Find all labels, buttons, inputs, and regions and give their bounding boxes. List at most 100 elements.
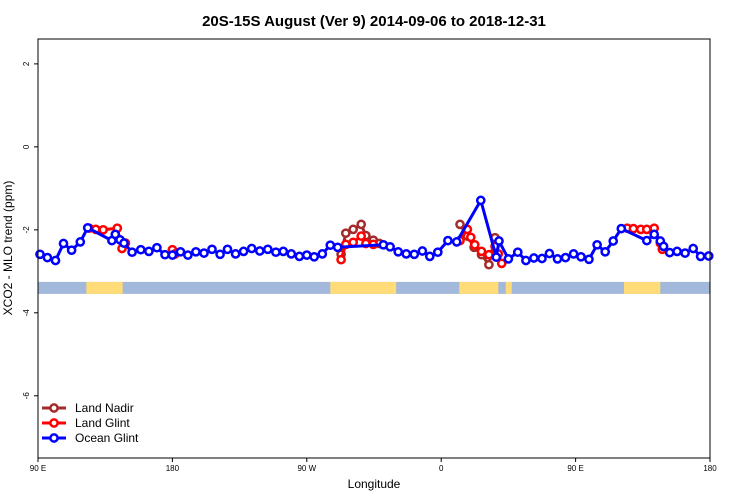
data-point	[42, 252, 53, 263]
data-point	[465, 232, 476, 243]
data-point	[584, 254, 594, 265]
data-point	[443, 235, 453, 246]
data-point	[600, 246, 611, 257]
data-point	[238, 246, 249, 257]
data-point	[451, 237, 462, 247]
data-point	[680, 248, 690, 258]
series-ocean-glint	[35, 195, 714, 266]
data-point	[348, 224, 359, 235]
data-point	[475, 195, 486, 206]
data-point	[484, 259, 494, 270]
chart-title: 20S-15S August (Ver 9) 2014-09-06 to 201…	[202, 13, 546, 30]
data-point	[616, 223, 627, 234]
data-point	[50, 255, 61, 266]
x-tick-label: 180	[703, 464, 717, 473]
x-tick-label: 90 W	[297, 464, 316, 473]
legend-swatch-marker	[49, 403, 59, 413]
data-point	[144, 246, 154, 257]
y-tick-label: 0	[22, 144, 31, 149]
legend-swatch-marker	[49, 433, 59, 443]
y-tick-label: -6	[22, 392, 31, 400]
data-point	[417, 246, 428, 256]
y-tick-label: -4	[22, 309, 31, 317]
data-point	[649, 229, 660, 240]
surface-type-band	[38, 281, 710, 294]
data-point	[484, 249, 494, 260]
data-point	[160, 249, 170, 260]
data-point	[592, 239, 602, 250]
legend-label: Land Glint	[75, 416, 130, 430]
data-point	[393, 246, 404, 257]
data-point	[222, 244, 233, 255]
data-point	[191, 246, 201, 257]
data-point	[35, 249, 45, 260]
data-point	[309, 251, 320, 262]
x-tick-label: 0	[439, 464, 444, 473]
data-point	[703, 251, 714, 261]
data-point	[317, 249, 328, 259]
data-point	[207, 244, 217, 255]
data-point	[356, 231, 367, 241]
data-point	[119, 238, 129, 248]
land-band-segment	[459, 281, 499, 294]
data-point	[695, 251, 706, 262]
data-point	[672, 246, 682, 257]
land-band-segment	[505, 281, 512, 294]
data-point	[75, 237, 86, 247]
data-point	[82, 222, 93, 233]
data-point	[432, 247, 443, 258]
x-tick-label: 90 E	[30, 464, 46, 473]
data-point	[401, 249, 412, 259]
data-point	[183, 250, 193, 260]
data-point	[664, 247, 675, 258]
data-point	[455, 219, 465, 230]
data-point	[340, 228, 351, 239]
data-point	[356, 219, 367, 230]
legend-label: Ocean Glint	[75, 431, 139, 445]
land-band-segment	[623, 281, 661, 294]
data-point	[658, 241, 669, 252]
legend-swatch-marker	[49, 418, 59, 428]
data-point	[332, 242, 343, 253]
data-point	[278, 246, 289, 257]
data-point	[325, 240, 336, 251]
land-band-segment	[86, 281, 123, 294]
data-point	[135, 244, 146, 255]
data-point	[568, 249, 579, 259]
data-point	[336, 254, 346, 265]
data-point	[98, 224, 109, 235]
legend-item: Land Nadir	[42, 401, 134, 415]
x-tick-label: 90 E	[567, 464, 583, 473]
data-point	[537, 253, 547, 264]
data-point	[301, 250, 312, 260]
y-axis-label: XCO2 - MLO trend (ppm)	[1, 181, 15, 316]
data-point	[608, 236, 619, 246]
series-layer	[35, 195, 714, 270]
data-point	[254, 246, 265, 256]
data-point	[215, 249, 225, 260]
data-point	[262, 244, 273, 255]
legend-label: Land Nadir	[75, 401, 134, 415]
data-point	[544, 248, 555, 259]
data-point	[230, 249, 241, 259]
data-point	[294, 251, 305, 262]
data-point	[521, 255, 531, 266]
data-point	[576, 251, 586, 262]
data-point	[271, 247, 281, 258]
x-axis: 90 E 180 90 W 0 90 E 180	[30, 458, 717, 473]
data-point	[494, 236, 504, 246]
data-point	[641, 235, 652, 246]
data-point	[628, 223, 639, 234]
y-tick-label: 2	[22, 61, 31, 66]
data-point	[552, 254, 563, 264]
data-point	[167, 250, 178, 260]
data-point	[688, 243, 699, 254]
land-band-segment	[330, 281, 397, 294]
data-point	[286, 249, 297, 259]
data-point	[58, 238, 69, 249]
data-point	[199, 248, 209, 258]
legend-item: Ocean Glint	[42, 431, 139, 445]
legend-item: Land Glint	[42, 416, 130, 430]
data-point	[246, 243, 257, 254]
